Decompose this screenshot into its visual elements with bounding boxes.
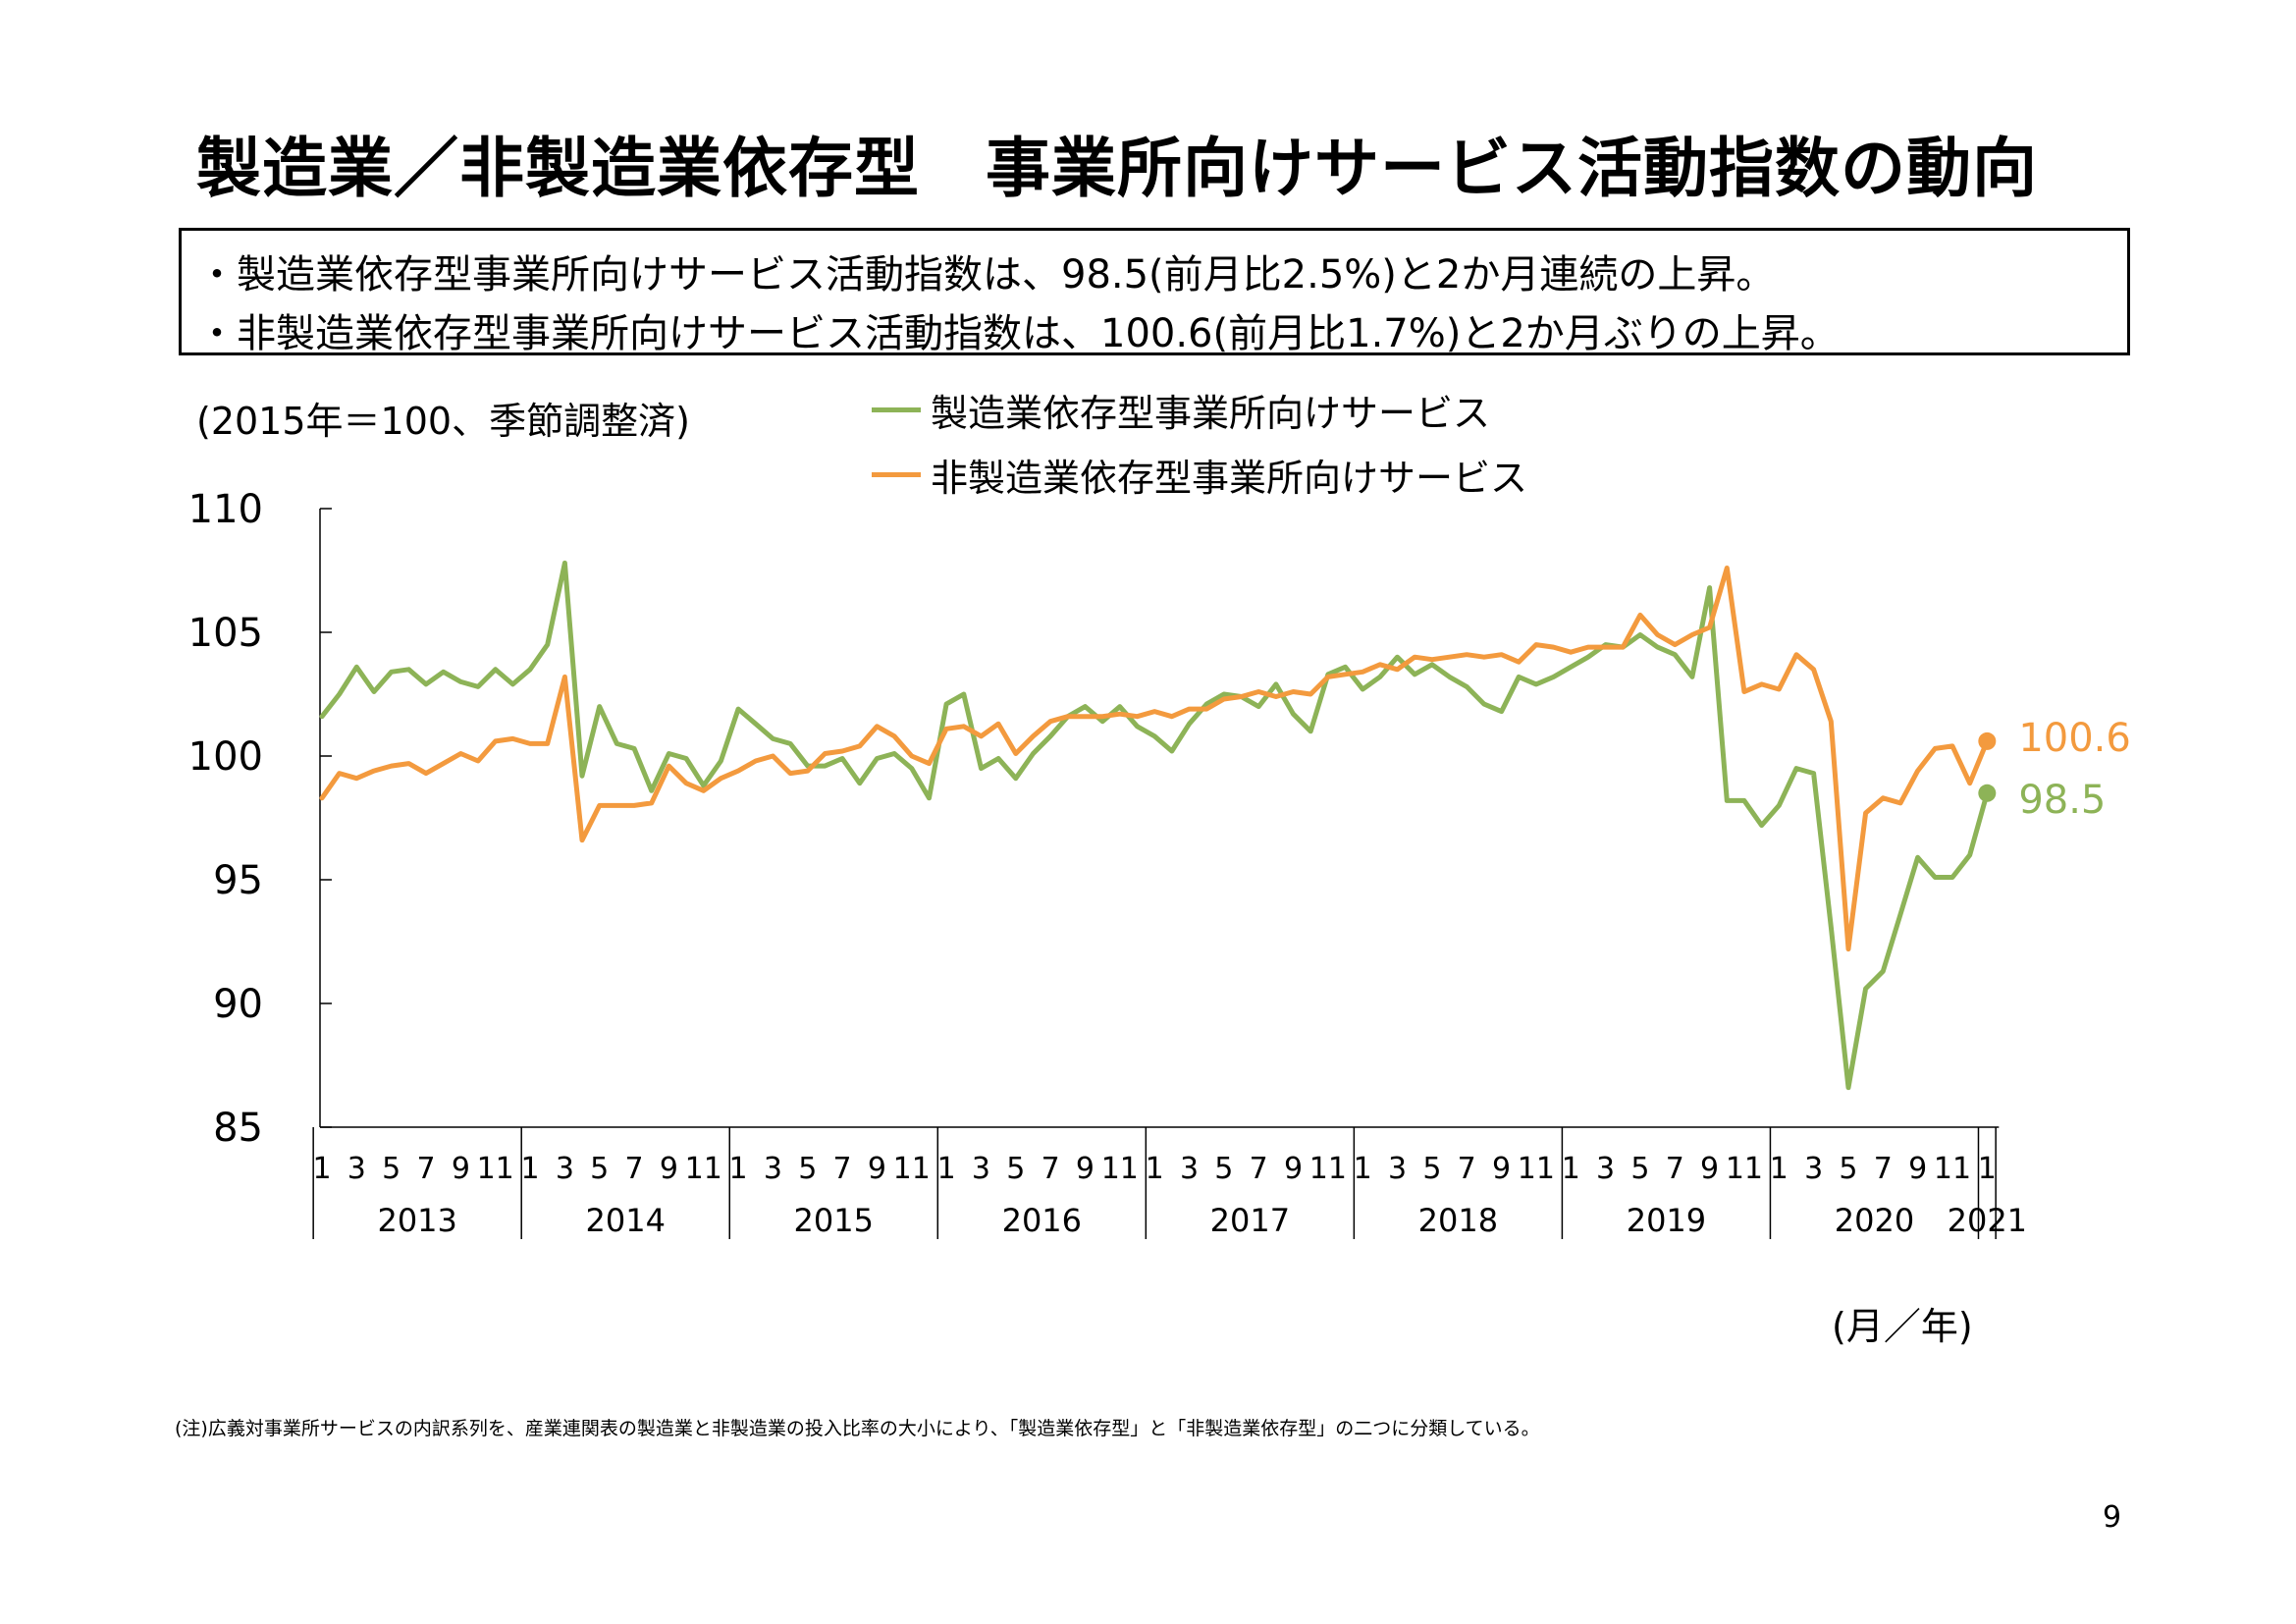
month-tick-label: 7 — [416, 1152, 435, 1186]
y-tick-label: 105 — [188, 611, 263, 656]
month-tick-label: 1 — [1562, 1152, 1580, 1186]
month-tick-label: 9 — [1700, 1152, 1719, 1186]
y-tick-label: 100 — [188, 734, 263, 780]
page-title: 製造業／非製造業依存型 事業所向けサービス活動指数の動向 — [196, 131, 2038, 206]
year-label: 2017 — [1210, 1202, 1290, 1239]
month-tick-label: 3 — [972, 1152, 990, 1186]
summary-box: ・製造業依存型事業所向けサービス活動指数は、98.5(前月比2.5%)と2か月連… — [179, 228, 2130, 356]
month-tick-label: 9 — [1492, 1152, 1511, 1186]
month-tick-label: 3 — [1804, 1152, 1823, 1186]
end-label-manufacturing: 98.5 — [2018, 778, 2106, 823]
month-tick-label: 1 — [937, 1152, 956, 1186]
month-tick-label: 3 — [1180, 1152, 1199, 1186]
month-tick-label: 5 — [1214, 1152, 1233, 1186]
month-tick-label: 11 — [1518, 1152, 1555, 1186]
year-label: 2021 — [1948, 1202, 2027, 1239]
month-tick-label: 3 — [764, 1152, 782, 1186]
year-label: 2019 — [1627, 1202, 1706, 1239]
month-tick-label: 11 — [685, 1152, 722, 1186]
legend-line-non-manufacturing — [872, 472, 921, 477]
month-tick-label: 11 — [1726, 1152, 1763, 1186]
month-tick-label: 5 — [1630, 1152, 1649, 1186]
month-tick-label: 3 — [556, 1152, 574, 1186]
summary-line-non-manufacturing: ・非製造業依存型事業所向けサービス活動指数は、100.6(前月比1.7%)と2か… — [197, 311, 1840, 356]
month-tick-label: 3 — [1388, 1152, 1407, 1186]
year-label: 2013 — [377, 1202, 456, 1239]
year-label: 2015 — [794, 1202, 874, 1239]
end-marker-non-manufacturing — [1978, 731, 1997, 750]
month-tick-label: 7 — [833, 1152, 852, 1186]
month-tick-label: 7 — [1041, 1152, 1060, 1186]
month-tick-label: 9 — [1284, 1152, 1303, 1186]
page-number: 9 — [2103, 1500, 2122, 1535]
month-tick-label: 7 — [1666, 1152, 1684, 1186]
month-tick-label: 7 — [1250, 1152, 1268, 1186]
month-tick-label: 9 — [1076, 1152, 1095, 1186]
y-tick-label: 110 — [188, 487, 263, 532]
month-tick-label: 1 — [1770, 1152, 1789, 1186]
month-tick-label: 1 — [520, 1152, 539, 1186]
end-label-non-manufacturing: 100.6 — [2018, 716, 2131, 761]
month-tick-label: 7 — [1458, 1152, 1476, 1186]
month-tick-label: 9 — [660, 1152, 678, 1186]
month-tick-label: 9 — [1908, 1152, 1927, 1186]
legend-line-manufacturing — [872, 407, 921, 412]
month-tick-label: 9 — [452, 1152, 470, 1186]
unit-note: (2015年＝100、季節調整済) — [196, 400, 690, 443]
year-label: 2016 — [1002, 1202, 1082, 1239]
month-tick-label: 5 — [382, 1152, 400, 1186]
month-tick-label: 1 — [729, 1152, 748, 1186]
month-tick-label: 1 — [1978, 1152, 1997, 1186]
month-tick-label: 11 — [1934, 1152, 1971, 1186]
month-tick-label: 5 — [1006, 1152, 1025, 1186]
month-tick-label: 9 — [868, 1152, 886, 1186]
series-line-manufacturing — [319, 560, 1990, 1091]
month-tick-label: 7 — [1874, 1152, 1893, 1186]
summary-line-manufacturing: ・製造業依存型事業所向けサービス活動指数は、98.5(前月比2.5%)と2か月連… — [197, 252, 1776, 298]
month-tick-label: 11 — [1309, 1152, 1347, 1186]
month-tick-label: 1 — [1146, 1152, 1164, 1186]
legend-label-manufacturing: 製造業依存型事業所向けサービス — [931, 392, 1491, 435]
y-tick-label: 85 — [213, 1106, 263, 1151]
month-tick-label: 5 — [1839, 1152, 1857, 1186]
month-tick-label: 7 — [625, 1152, 644, 1186]
month-tick-label: 1 — [1354, 1152, 1372, 1186]
year-label: 2020 — [1835, 1202, 1914, 1239]
x-axis-unit: (月／年) — [1832, 1305, 1973, 1348]
month-tick-label: 11 — [1101, 1152, 1139, 1186]
month-tick-label: 5 — [590, 1152, 609, 1186]
month-tick-label: 5 — [798, 1152, 817, 1186]
legend-label-non-manufacturing: 非製造業依存型事業所向けサービス — [931, 457, 1528, 500]
series-line-non-manufacturing — [319, 566, 1990, 952]
end-marker-manufacturing — [1978, 784, 1997, 802]
y-tick-label: 90 — [213, 982, 263, 1027]
year-label: 2014 — [586, 1202, 666, 1239]
footnote: (注)広義対事業所サービスの内訳系列を、産業連関表の製造業と非製造業の投入比率の… — [175, 1418, 1540, 1439]
month-tick-label: 3 — [1596, 1152, 1615, 1186]
year-label: 2018 — [1418, 1202, 1498, 1239]
y-tick-label: 95 — [213, 858, 263, 903]
month-tick-label: 1 — [312, 1152, 331, 1186]
month-tick-label: 11 — [893, 1152, 931, 1186]
month-tick-label: 3 — [347, 1152, 366, 1186]
month-tick-label: 11 — [477, 1152, 514, 1186]
month-tick-label: 5 — [1422, 1152, 1441, 1186]
